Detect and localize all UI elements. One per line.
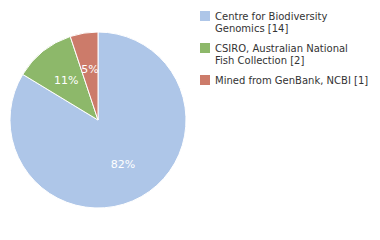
legend-swatch [200, 11, 210, 21]
legend-swatch [200, 43, 210, 53]
data-label: 5% [81, 63, 98, 76]
legend-label: Mined from GenBank, NCBI [1] [215, 75, 368, 86]
pie: 82% 11%5% [10, 32, 186, 208]
legend-label: Centre for BiodiversityGenomics [14] [215, 11, 328, 34]
slice [10, 32, 186, 208]
data-label: 82% [111, 158, 135, 171]
data-label: 11% [54, 74, 78, 87]
legend-label: CSIRO, Australian NationalFish Collectio… [215, 43, 348, 66]
chart: 82% 11%5% Centre for BiodiversityGenomics … [0, 0, 380, 240]
legend-item: Centre for BiodiversityGenomics [14] [200, 11, 328, 34]
legend: Centre for BiodiversityGenomics [14] CSIR… [200, 11, 368, 86]
legend-swatch [200, 75, 210, 85]
legend-item: Mined from GenBank, NCBI [1] [200, 75, 368, 86]
legend-item: CSIRO, Australian NationalFish Collectio… [200, 43, 348, 66]
